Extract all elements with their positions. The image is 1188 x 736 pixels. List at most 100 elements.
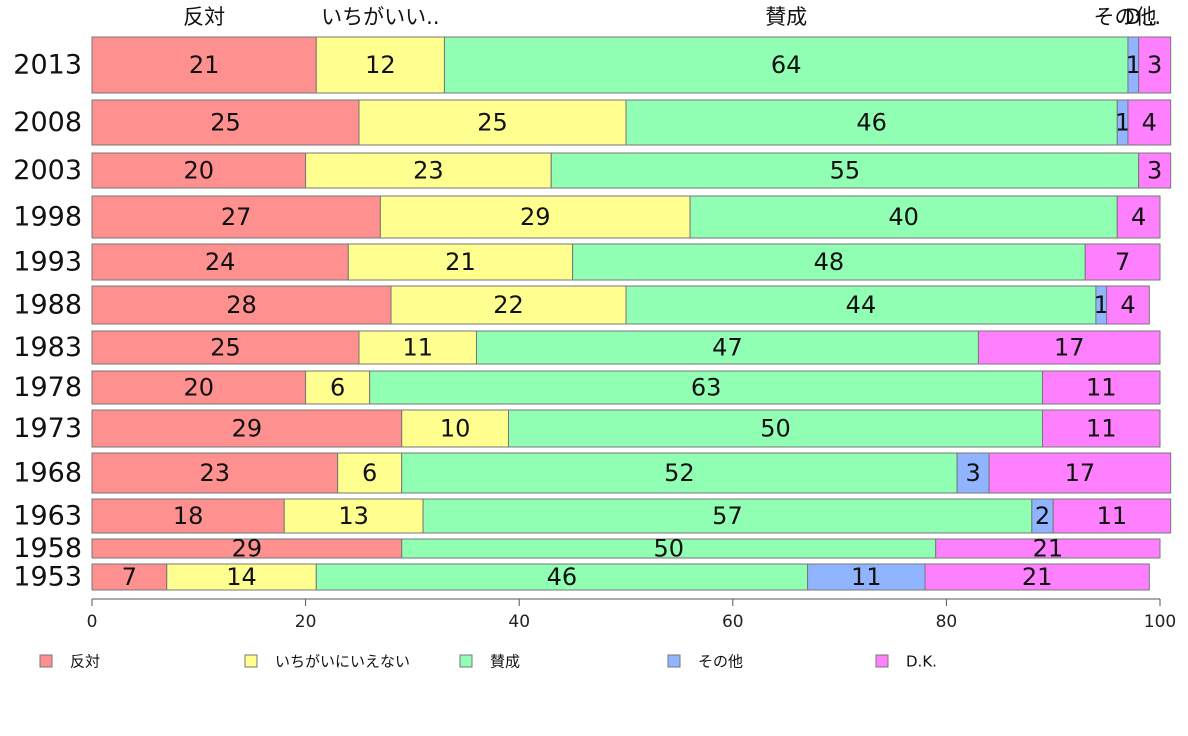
segment-value-label: 50 <box>653 535 684 563</box>
bar-segment <box>988 452 1172 494</box>
legend-label: 反対 <box>70 653 100 671</box>
bar-segment <box>91 370 307 405</box>
segment-value-label: 23 <box>200 459 231 487</box>
segment-value-label: 22 <box>493 291 524 319</box>
bar-segment <box>379 195 691 239</box>
bar-segment <box>390 285 627 325</box>
segment-value-label: 17 <box>1054 334 1085 362</box>
segment-value-label: 4 <box>1131 203 1146 231</box>
bar-segment <box>977 330 1161 365</box>
top-series-label: 賛成 <box>765 5 807 29</box>
bar-segment <box>305 370 371 405</box>
row-label: 1978 <box>13 372 82 403</box>
segment-value-label: 11 <box>1097 502 1128 530</box>
segment-value-label: 29 <box>232 415 263 443</box>
row-label: 1983 <box>13 332 82 363</box>
bar-segment <box>625 285 1097 325</box>
bar-segment <box>358 330 477 365</box>
bar-segment <box>807 563 926 591</box>
top-series-label: その他 <box>1094 5 1157 29</box>
segment-value-label: 3 <box>965 459 980 487</box>
legend-swatch <box>39 654 53 668</box>
x-tick-label: 100 <box>1144 612 1176 632</box>
segment-value-label: 63 <box>691 374 722 402</box>
bar-segment <box>91 409 403 448</box>
segment-value-label: 4 <box>1142 109 1157 137</box>
segment-value-label: 6 <box>362 459 377 487</box>
segment-value-label: 7 <box>1115 248 1130 276</box>
bar-segment <box>422 498 1033 534</box>
x-tick-label: 20 <box>295 612 317 632</box>
segment-value-label: 44 <box>846 291 877 319</box>
segment-value-label: 50 <box>760 415 791 443</box>
segment-value-label: 2 <box>1035 502 1050 530</box>
bar-segment <box>401 452 958 494</box>
segment-value-label: 3 <box>1147 157 1162 185</box>
segment-value-label: 11 <box>1086 374 1117 402</box>
bar-segment <box>475 330 979 365</box>
segment-value-label: 1 <box>1115 109 1130 137</box>
bar-segment <box>1042 409 1161 448</box>
segment-value-label: 57 <box>712 502 743 530</box>
segment-value-label: 29 <box>520 203 551 231</box>
segment-value-label: 52 <box>664 459 695 487</box>
x-tick-label: 0 <box>87 612 98 632</box>
top-series-label: 反対 <box>183 5 225 29</box>
row-label: 1988 <box>13 290 82 321</box>
segment-value-label: 27 <box>221 203 252 231</box>
bar-segment <box>443 36 1129 94</box>
top-series-label: D... <box>1125 5 1161 29</box>
segment-value-label: 3 <box>1147 51 1162 79</box>
x-tick-label: 40 <box>508 612 530 632</box>
bar-segment <box>550 152 1140 189</box>
bar-segment <box>315 36 445 94</box>
bar-segment <box>572 243 1086 281</box>
legend-swatch <box>244 654 258 668</box>
bar-segment <box>91 195 381 239</box>
segment-value-label: 21 <box>189 51 220 79</box>
bar-segment <box>91 99 360 146</box>
bar-segment <box>689 195 1118 239</box>
bar-segment <box>91 452 339 494</box>
segment-value-label: 25 <box>210 334 241 362</box>
segment-value-label: 24 <box>205 248 236 276</box>
row-label: 1998 <box>13 202 82 233</box>
bar-segment <box>1042 370 1161 405</box>
segment-value-label: 21 <box>1033 535 1064 563</box>
x-tick-label: 80 <box>936 612 958 632</box>
legend-label: その他 <box>698 653 743 671</box>
segment-value-label: 4 <box>1120 291 1135 319</box>
top-series-label: いちがいい.. <box>321 5 439 29</box>
segment-value-label: 11 <box>1086 415 1117 443</box>
legend-label: 賛成 <box>490 653 520 671</box>
segment-value-label: 7 <box>122 563 137 591</box>
bar-segment <box>935 538 1161 559</box>
segment-value-label: 40 <box>888 203 919 231</box>
segment-value-label: 10 <box>440 415 471 443</box>
segment-value-label: 18 <box>173 502 204 530</box>
row-label: 1973 <box>13 413 82 444</box>
segment-value-label: 64 <box>771 51 802 79</box>
legend-swatch <box>459 654 473 668</box>
bar-segment <box>347 243 574 281</box>
bar-segment <box>305 152 552 189</box>
segment-value-label: 46 <box>547 563 578 591</box>
bar-segment <box>358 99 627 146</box>
row-label: 1953 <box>13 562 82 593</box>
segment-value-label: 25 <box>210 109 241 137</box>
segment-value-label: 11 <box>851 563 882 591</box>
row-label: 1963 <box>13 501 82 532</box>
bar-segment <box>1106 285 1150 325</box>
segment-value-label: 17 <box>1065 459 1096 487</box>
segment-value-label: 46 <box>856 109 887 137</box>
segment-value-label: 20 <box>184 374 215 402</box>
bar-segment <box>91 243 349 281</box>
bar-segment <box>91 498 285 534</box>
legend-swatch <box>875 654 889 668</box>
row-label: 2013 <box>13 50 82 81</box>
bar-segment <box>166 563 317 591</box>
bar-segment <box>337 452 403 494</box>
x-tick-label: 60 <box>722 612 744 632</box>
segment-value-label: 20 <box>184 157 215 185</box>
